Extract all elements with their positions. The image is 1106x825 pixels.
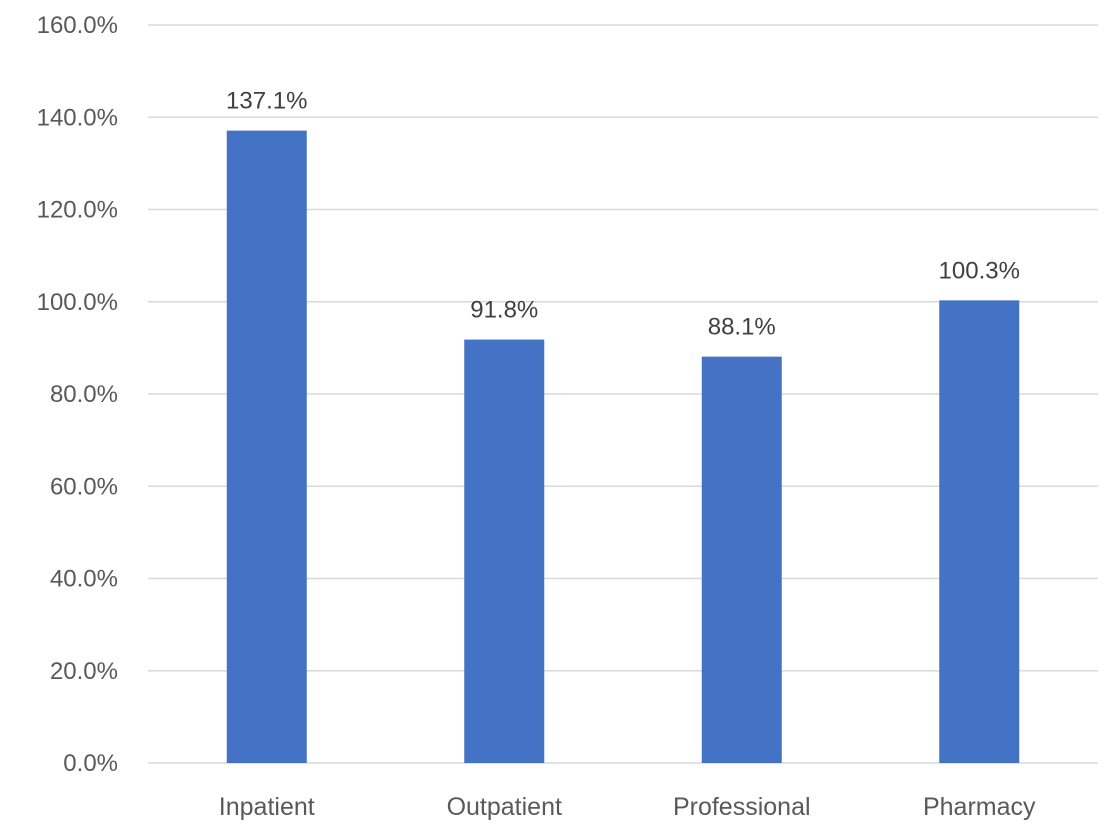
bar-inpatient xyxy=(227,131,307,763)
x-category-label: Pharmacy xyxy=(923,793,1036,821)
bars xyxy=(227,131,1020,763)
data-label-pharmacy: 100.3% xyxy=(939,257,1020,284)
bar-outpatient xyxy=(464,340,544,763)
x-axis-category-labels: Inpatient Outpatient Professional Pharmacy xyxy=(219,793,1036,821)
x-category-label: Outpatient xyxy=(447,793,562,821)
y-axis-tick-labels: 0.0% 20.0% 40.0% 60.0% 80.0% 100.0% 120.0% 140.… xyxy=(37,12,118,777)
bar-pharmacy xyxy=(939,300,1019,763)
data-label-outpatient: 91.8% xyxy=(470,297,538,324)
y-tick-label: 60.0% xyxy=(50,473,118,500)
y-tick-label: 80.0% xyxy=(50,381,118,408)
y-tick-label: 160.0% xyxy=(37,12,118,39)
x-category-label: Professional xyxy=(673,793,811,821)
x-category-label: Inpatient xyxy=(219,793,315,821)
y-tick-label: 0.0% xyxy=(63,750,118,777)
y-tick-label: 40.0% xyxy=(50,566,118,593)
data-label-inpatient: 137.1% xyxy=(226,88,307,115)
data-label-professional: 88.1% xyxy=(708,314,776,341)
data-labels: 137.1% 91.8% 88.1% 100.3% xyxy=(226,88,1020,341)
y-tick-label: 140.0% xyxy=(37,104,118,131)
y-tick-label: 20.0% xyxy=(50,658,118,685)
bar-professional xyxy=(702,357,782,763)
y-tick-label: 120.0% xyxy=(37,197,118,224)
y-tick-label: 100.0% xyxy=(37,289,118,316)
